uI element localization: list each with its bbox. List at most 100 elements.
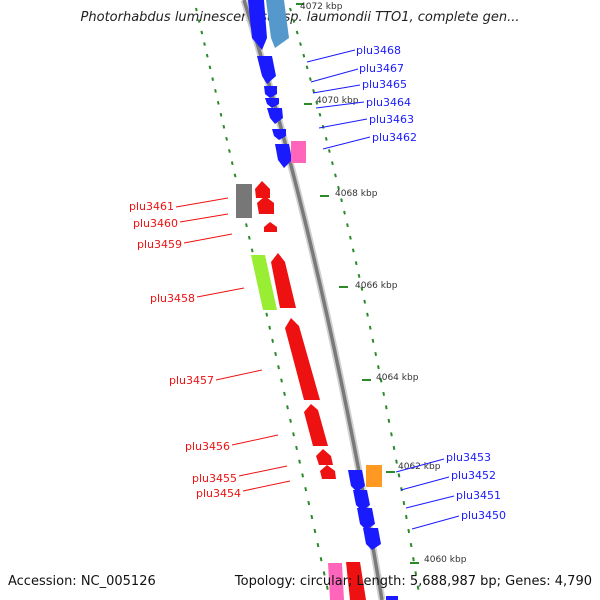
gene-label-plu3454[interactable]: plu3454: [196, 487, 241, 500]
tick-label-4072: 4072 kbp: [300, 2, 343, 12]
ring-dash: [305, 65, 309, 70]
ring-dash: [343, 210, 346, 215]
ring-dash: [250, 248, 254, 253]
ring-dash: [277, 365, 280, 370]
gene-arrow-top-blue[interactable]: [248, 0, 267, 50]
gene-arrow-plu3457[interactable]: [285, 318, 320, 400]
gene-label-plu3457[interactable]: plu3457: [169, 374, 214, 387]
ring-dash: [337, 185, 340, 190]
ring-dash: [286, 405, 289, 410]
gene-arrow-plu3451[interactable]: [357, 508, 375, 530]
ring-dash: [318, 112, 322, 117]
gene-arrow-plu3453-orange[interactable]: [366, 465, 382, 487]
ring-dash: [407, 528, 411, 534]
ring-dash: [327, 149, 331, 153]
gene-label-plu3462[interactable]: plu3462: [372, 131, 417, 144]
ring-dash: [301, 473, 305, 478]
gene-arrow-plu3458-green[interactable]: [251, 255, 277, 310]
ring-dash: [195, 7, 198, 12]
gene-arrow-plu3467[interactable]: [264, 86, 277, 98]
gene-arrow-plu3461-gray[interactable]: [236, 184, 252, 218]
gene-arrow-bottom-pink[interactable]: [328, 563, 344, 600]
ring-dash: [298, 459, 301, 464]
map-title: Photorhabdus luminescens subsp. laumondi…: [80, 10, 520, 25]
gene-arrow-plu3458[interactable]: [271, 253, 296, 308]
gene-label-plu3455[interactable]: plu3455: [192, 472, 237, 485]
ring-dash: [313, 528, 317, 534]
gene-arrow-plu3452[interactable]: [353, 490, 370, 511]
ring-dash: [292, 432, 295, 437]
gene-arrow-plu3454[interactable]: [320, 465, 336, 479]
ring-dash: [225, 136, 228, 141]
ring-dash: [351, 248, 355, 253]
ring-dash: [374, 351, 378, 356]
ring-dash: [197, 19, 201, 23]
gene-arrow-plu3465[interactable]: [265, 98, 279, 108]
ring-dash: [334, 173, 337, 178]
gene-arrow-plu3455[interactable]: [316, 449, 333, 465]
ring-dash: [346, 223, 349, 228]
gene-arrow-plu3463[interactable]: [272, 129, 286, 140]
ring-dash: [283, 391, 286, 396]
ring-dash: [414, 571, 418, 576]
gene-label-plu3452[interactable]: plu3452: [451, 469, 496, 482]
ring-dash: [289, 418, 292, 423]
gene-label-plu3465[interactable]: plu3465: [362, 78, 407, 91]
ring-dash: [315, 100, 319, 105]
gene-label-plu3456[interactable]: plu3456: [185, 440, 230, 453]
gene-arrow-plu3462-blue[interactable]: [275, 144, 292, 168]
gene-arrow-bottom-red[interactable]: [346, 562, 366, 600]
ring-dash: [302, 53, 306, 58]
gene-arrow-plu3459[interactable]: [264, 222, 277, 232]
ring-dash: [203, 42, 206, 46]
gene-arrow-plu3462-pink[interactable]: [291, 141, 306, 163]
forward-strand-genes: [248, 0, 398, 600]
ring-dash: [390, 432, 393, 437]
gene-label-plu3450[interactable]: plu3450: [461, 509, 506, 522]
gene-arrow-plu3460[interactable]: [257, 196, 274, 214]
gene-label-plu3459[interactable]: plu3459: [137, 238, 182, 251]
gene-label-plu3461[interactable]: plu3461: [129, 200, 174, 213]
scale-ticks: 4072 kbp 4070 kbp 4068 kbp 4066 kbp 4064…: [296, 2, 467, 565]
ring-dash: [387, 418, 391, 423]
ring-dash: [295, 445, 298, 451]
ring-dash: [360, 286, 364, 291]
gene-arrow-plu3450[interactable]: [363, 528, 381, 550]
ring-dash: [416, 585, 420, 590]
gene-arrow-bottom-blue[interactable]: [386, 596, 398, 600]
ring-dash: [402, 500, 406, 506]
ring-dash: [409, 542, 413, 548]
gene-arrow-plu3453[interactable]: [348, 470, 365, 492]
ring-dash: [331, 161, 334, 166]
ring-dash: [228, 149, 231, 153]
reverse-gene-labels: plu3461 plu3460 plu3459 plu3458 plu3457 …: [129, 197, 291, 500]
ring-dash: [392, 445, 396, 451]
ring-dash: [222, 124, 226, 129]
ring-dash: [310, 514, 314, 520]
gene-arrow-plu3464[interactable]: [267, 108, 283, 124]
gene-label-plu3458[interactable]: plu3458: [150, 292, 195, 305]
genome-stats-text: Topology: circular; Length: 5,688,987 bp…: [234, 574, 592, 589]
gene-label-plu3463[interactable]: plu3463: [369, 113, 414, 126]
ring-dash: [211, 77, 215, 81]
gene-arrow-steel[interactable]: [266, 0, 289, 48]
gene-label-plu3453[interactable]: plu3453: [446, 451, 491, 464]
gene-label-plu3451[interactable]: plu3451: [456, 489, 501, 502]
gene-label-plu3467[interactable]: plu3467: [359, 62, 404, 75]
ring-dash: [322, 571, 326, 576]
ring-dash: [349, 235, 352, 240]
ring-dash: [340, 198, 343, 203]
ring-dash: [268, 325, 272, 330]
gene-label-plu3468[interactable]: plu3468: [356, 44, 401, 57]
gene-label-plu3460[interactable]: plu3460: [133, 217, 178, 230]
ring-dash: [368, 325, 372, 330]
tick-label-4062: 4062 kbp: [398, 462, 441, 472]
gene-arrow-plu3468[interactable]: [257, 56, 276, 84]
tick-label-4060: 4060 kbp: [424, 555, 467, 565]
gene-arrow-plu3461[interactable]: [255, 181, 270, 198]
ring-dash: [366, 312, 369, 317]
ring-dash: [384, 405, 388, 410]
reverse-strand-genes: [236, 181, 336, 479]
gene-arrow-plu3456[interactable]: [304, 404, 328, 446]
gene-label-plu3464[interactable]: plu3464: [366, 96, 411, 109]
